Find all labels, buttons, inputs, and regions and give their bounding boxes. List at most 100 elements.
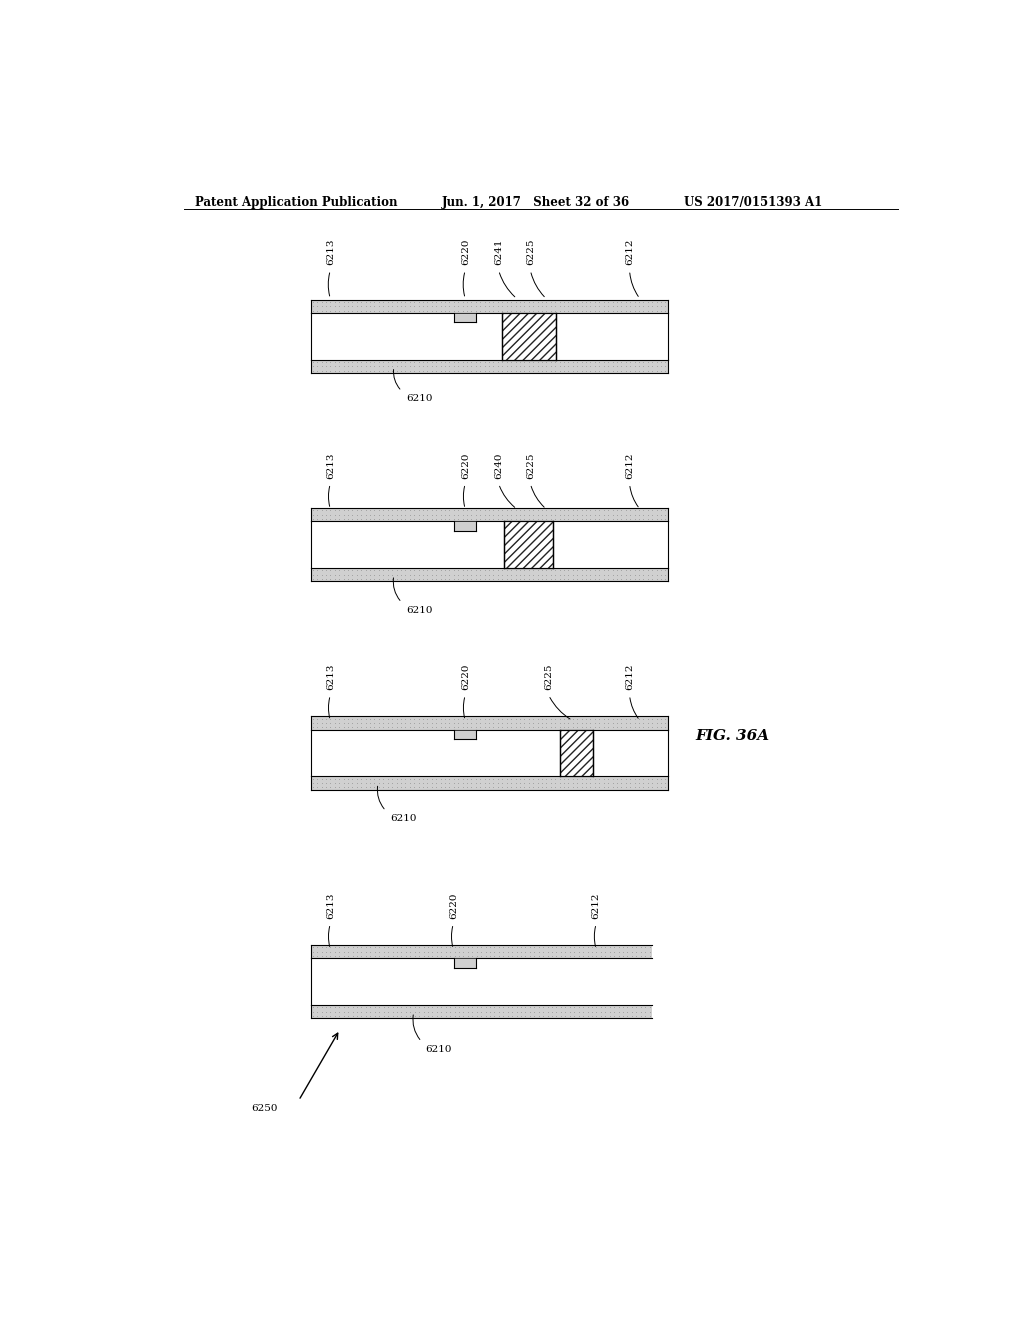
Point xyxy=(331,296,347,317)
Point xyxy=(601,1001,617,1022)
Point xyxy=(596,564,612,585)
Point xyxy=(500,997,516,1018)
Point xyxy=(459,296,475,317)
Point xyxy=(617,351,634,372)
Point xyxy=(622,300,638,321)
Point xyxy=(560,713,577,734)
Text: US 2017/0151393 A1: US 2017/0151393 A1 xyxy=(684,195,822,209)
Point xyxy=(635,777,651,799)
Point xyxy=(336,355,352,376)
Point xyxy=(516,300,532,321)
Point xyxy=(380,937,396,958)
Point xyxy=(411,300,427,321)
Point xyxy=(526,997,543,1018)
Point xyxy=(411,713,427,734)
Point xyxy=(587,351,603,372)
Point xyxy=(556,560,572,581)
Point xyxy=(340,937,356,958)
Point xyxy=(451,941,467,962)
Point xyxy=(419,560,435,581)
Point xyxy=(578,564,594,585)
Point xyxy=(569,355,586,376)
Point xyxy=(543,708,559,729)
Point xyxy=(627,777,643,799)
Point xyxy=(441,296,458,317)
Point xyxy=(481,360,498,381)
Point xyxy=(455,560,471,581)
Point xyxy=(635,717,651,738)
Point xyxy=(309,713,326,734)
Text: 6225: 6225 xyxy=(526,239,535,265)
Point xyxy=(361,300,378,321)
Point xyxy=(468,569,484,590)
Point xyxy=(530,941,547,962)
Point xyxy=(573,717,590,738)
Point xyxy=(640,569,656,590)
Point xyxy=(309,500,326,521)
Point xyxy=(415,777,431,799)
Point xyxy=(441,500,458,521)
Point xyxy=(613,500,630,521)
Point xyxy=(415,355,431,376)
Point xyxy=(573,292,590,313)
Point xyxy=(534,500,550,521)
Point xyxy=(635,564,651,585)
Point xyxy=(432,708,449,729)
Point xyxy=(304,941,321,962)
Point xyxy=(517,1001,534,1022)
Point xyxy=(437,768,454,789)
Point xyxy=(526,941,543,962)
Text: 6212: 6212 xyxy=(625,664,634,690)
Point xyxy=(496,941,512,962)
Point xyxy=(313,300,330,321)
Point xyxy=(451,937,467,958)
Point xyxy=(485,768,502,789)
Point xyxy=(587,772,603,793)
Point xyxy=(340,1001,356,1022)
Point xyxy=(442,945,459,966)
Point xyxy=(496,1006,512,1027)
Point xyxy=(489,504,506,525)
Point xyxy=(539,708,555,729)
Point xyxy=(556,768,572,789)
Point xyxy=(367,508,383,529)
Point xyxy=(560,569,577,590)
Point xyxy=(411,504,427,525)
Point xyxy=(428,300,444,321)
Point xyxy=(495,292,511,313)
Point xyxy=(507,708,523,729)
Point xyxy=(411,997,427,1018)
Point xyxy=(490,1001,507,1022)
Point xyxy=(569,300,586,321)
Point xyxy=(481,772,498,793)
Point xyxy=(553,945,569,966)
Point xyxy=(596,355,612,376)
Point xyxy=(380,941,396,962)
Point xyxy=(397,504,414,525)
Point xyxy=(472,564,488,585)
Point xyxy=(429,945,445,966)
Point xyxy=(380,500,396,521)
Point xyxy=(415,351,431,372)
Point xyxy=(317,777,334,799)
Text: 6213: 6213 xyxy=(326,451,335,479)
Point xyxy=(401,777,418,799)
Point xyxy=(648,768,665,789)
Point xyxy=(459,504,475,525)
Point xyxy=(580,937,596,958)
Point xyxy=(653,292,670,313)
Point xyxy=(521,941,538,962)
Point xyxy=(530,945,547,966)
Point xyxy=(419,508,435,529)
Point xyxy=(526,1006,543,1027)
Text: 6210: 6210 xyxy=(390,814,417,822)
Point xyxy=(389,1001,406,1022)
Point xyxy=(375,296,391,317)
Point xyxy=(357,937,374,958)
Point xyxy=(591,777,607,799)
Point xyxy=(317,945,334,966)
Point xyxy=(580,941,596,962)
Point xyxy=(495,355,511,376)
Point xyxy=(441,564,458,585)
Point xyxy=(628,997,644,1018)
